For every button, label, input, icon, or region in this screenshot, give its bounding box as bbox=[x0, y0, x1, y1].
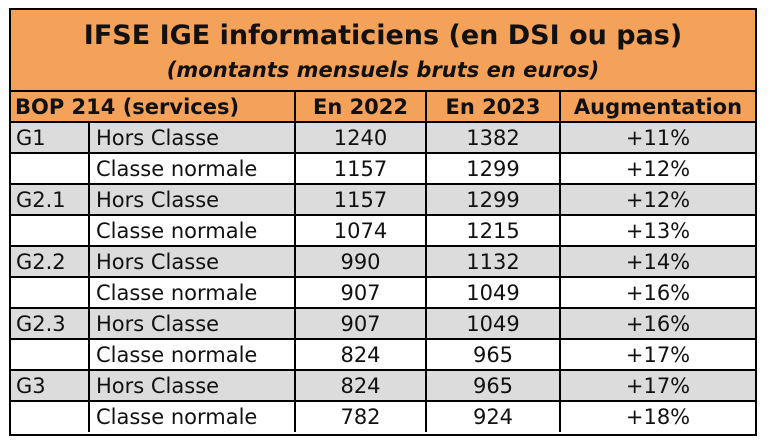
classe-cell: Hors Classe bbox=[88, 183, 296, 216]
header-2023: En 2023 bbox=[425, 92, 561, 123]
augmentation-cell: +11% bbox=[559, 121, 755, 154]
value-2022-cell: 1157 bbox=[294, 183, 427, 216]
augmentation-cell: +16% bbox=[559, 276, 755, 309]
table-row: Classe normale 1157 1299 +12% bbox=[11, 152, 755, 185]
value-2022-cell: 907 bbox=[294, 276, 427, 309]
value-2023-cell: 924 bbox=[425, 400, 561, 432]
table-row: Classe normale 1074 1215 +13% bbox=[11, 214, 755, 247]
value-2023-cell: 1382 bbox=[425, 121, 561, 154]
augmentation-cell: +17% bbox=[559, 369, 755, 402]
header-row: BOP 214 (services) En 2022 En 2023 Augme… bbox=[11, 92, 755, 123]
value-2023-cell: 1215 bbox=[425, 214, 561, 247]
classe-cell: Hors Classe bbox=[88, 369, 296, 402]
grade-cell bbox=[11, 276, 90, 309]
grade-cell bbox=[11, 152, 90, 185]
classe-cell: Hors Classe bbox=[88, 245, 296, 278]
table-row: G1 Hors Classe 1240 1382 +11% bbox=[11, 121, 755, 154]
value-2023-cell: 1299 bbox=[425, 183, 561, 216]
classe-cell: Classe normale bbox=[88, 338, 296, 371]
classe-cell: Classe normale bbox=[88, 152, 296, 185]
value-2022-cell: 824 bbox=[294, 369, 427, 402]
classe-cell: Hors Classe bbox=[88, 307, 296, 340]
header-bop: BOP 214 (services) bbox=[11, 92, 296, 123]
value-2022-cell: 1074 bbox=[294, 214, 427, 247]
classe-cell: Classe normale bbox=[88, 400, 296, 432]
grade-cell bbox=[11, 338, 90, 371]
augmentation-cell: +17% bbox=[559, 338, 755, 371]
table-subtitle: (montants mensuels bruts en euros) bbox=[166, 58, 600, 82]
table-row: G2.1 Hors Classe 1157 1299 +12% bbox=[11, 183, 755, 216]
augmentation-cell: +12% bbox=[559, 183, 755, 216]
grade-cell bbox=[11, 400, 90, 432]
value-2022-cell: 1157 bbox=[294, 152, 427, 185]
value-2023-cell: 1132 bbox=[425, 245, 561, 278]
value-2023-cell: 965 bbox=[425, 338, 561, 371]
value-2022-cell: 1240 bbox=[294, 121, 427, 154]
ifse-table: BOP 214 (services) En 2022 En 2023 Augme… bbox=[11, 92, 755, 432]
value-2022-cell: 782 bbox=[294, 400, 427, 432]
augmentation-cell: +16% bbox=[559, 307, 755, 340]
augmentation-cell: +18% bbox=[559, 400, 755, 432]
grade-cell: G2.1 bbox=[11, 183, 90, 216]
value-2023-cell: 1049 bbox=[425, 276, 561, 309]
value-2022-cell: 907 bbox=[294, 307, 427, 340]
value-2022-cell: 824 bbox=[294, 338, 427, 371]
table-row: Classe normale 782 924 +18% bbox=[11, 400, 755, 432]
header-2022: En 2022 bbox=[294, 92, 427, 123]
table-title: IFSE IGE informaticiens (en DSI ou pas) bbox=[83, 20, 683, 51]
augmentation-cell: +13% bbox=[559, 214, 755, 247]
table-row: G3 Hors Classe 824 965 +17% bbox=[11, 369, 755, 402]
value-2023-cell: 1299 bbox=[425, 152, 561, 185]
table-row: G2.3 Hors Classe 907 1049 +16% bbox=[11, 307, 755, 340]
grade-cell: G2.3 bbox=[11, 307, 90, 340]
grade-cell: G2.2 bbox=[11, 245, 90, 278]
table-row: G2.2 Hors Classe 990 1132 +14% bbox=[11, 245, 755, 278]
classe-cell: Hors Classe bbox=[88, 121, 296, 154]
value-2023-cell: 965 bbox=[425, 369, 561, 402]
value-2023-cell: 1049 bbox=[425, 307, 561, 340]
classe-cell: Classe normale bbox=[88, 214, 296, 247]
table-row: Classe normale 824 965 +17% bbox=[11, 338, 755, 371]
augmentation-cell: +14% bbox=[559, 245, 755, 278]
table-row: Classe normale 907 1049 +16% bbox=[11, 276, 755, 309]
grade-cell bbox=[11, 214, 90, 247]
title-block: IFSE IGE informaticiens (en DSI ou pas) … bbox=[11, 10, 755, 92]
value-2022-cell: 990 bbox=[294, 245, 427, 278]
classe-cell: Classe normale bbox=[88, 276, 296, 309]
ifse-table-frame: IFSE IGE informaticiens (en DSI ou pas) … bbox=[9, 8, 757, 436]
header-augmentation: Augmentation bbox=[559, 92, 755, 123]
augmentation-cell: +12% bbox=[559, 152, 755, 185]
grade-cell: G3 bbox=[11, 369, 90, 402]
grade-cell: G1 bbox=[11, 121, 90, 154]
